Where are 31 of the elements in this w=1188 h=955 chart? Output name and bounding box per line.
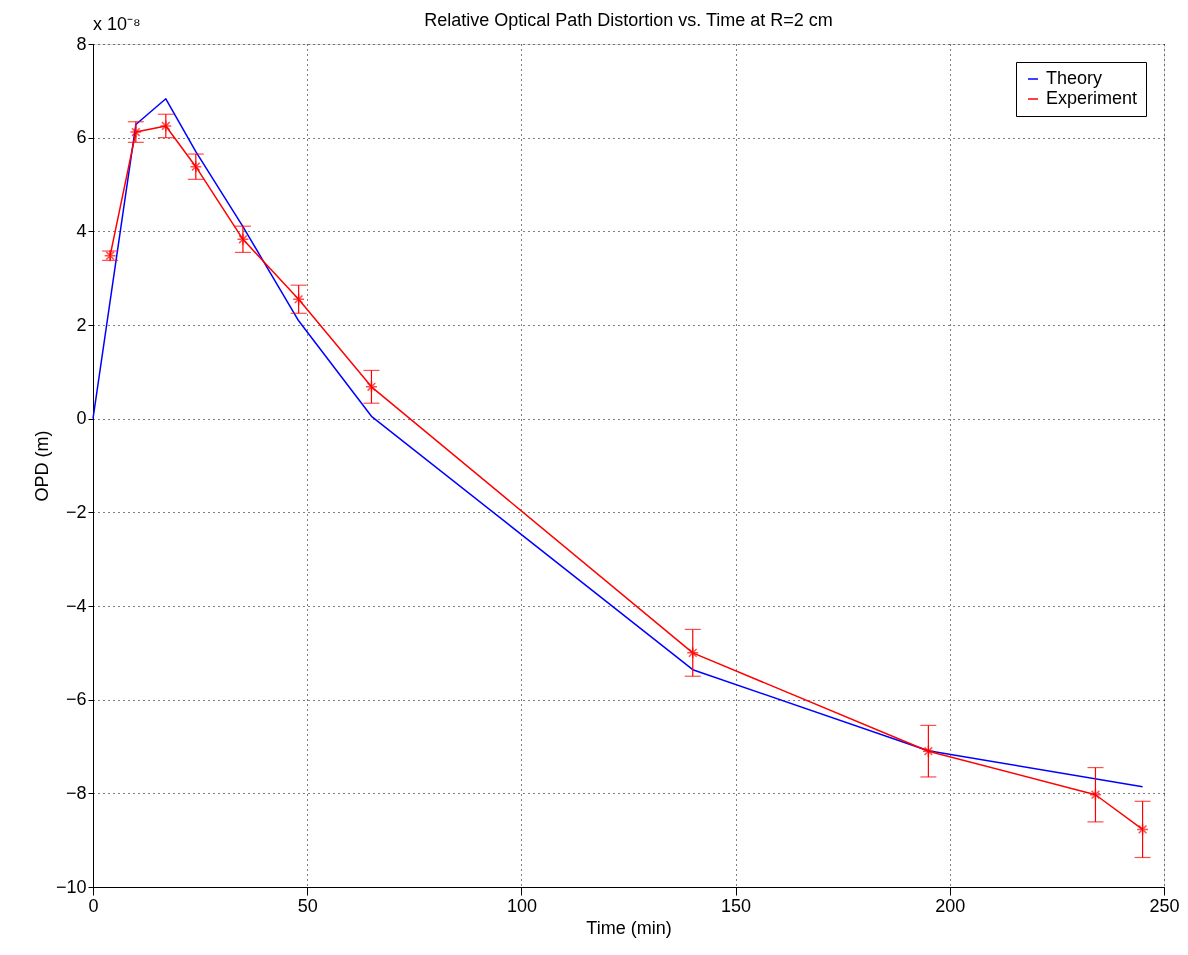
y-tick-label: 0 — [76, 408, 87, 429]
point — [1089, 788, 1102, 801]
point — [236, 233, 250, 246]
text: x 10⁻⁸ — [93, 14, 141, 34]
x-tick-label: 100 — [506, 895, 537, 916]
x-tick-label: 250 — [1149, 895, 1180, 916]
x-tick-label: 50 — [297, 895, 318, 916]
y-tick-label: 6 — [76, 127, 87, 148]
y-tick-label: −4 — [65, 595, 87, 616]
point — [1136, 823, 1149, 836]
point — [922, 744, 935, 758]
point — [129, 125, 143, 139]
y-tick-label: −10 — [55, 876, 87, 897]
legend-label: Experiment — [1046, 88, 1138, 108]
point — [686, 646, 699, 660]
point — [292, 293, 305, 306]
point — [365, 380, 378, 394]
point — [159, 119, 173, 133]
y-axis-title: OPD (m) — [31, 430, 52, 502]
y-tick-label: 2 — [76, 314, 87, 335]
y-tick-label: −6 — [65, 689, 87, 710]
legend-label: Theory — [1046, 68, 1103, 88]
y-tick-label: 4 — [76, 220, 87, 241]
point — [189, 160, 203, 173]
x-axis-title: Time (min) — [586, 917, 672, 938]
x-tick-label: 150 — [721, 895, 752, 916]
y-tick-label: −2 — [65, 501, 87, 522]
y-tick-label: 8 — [76, 33, 87, 54]
chart-title: Relative Optical Path Distortion vs. Time at R=2 cm — [424, 10, 833, 30]
x-tick-label: 200 — [935, 895, 966, 916]
y-tick-label: −8 — [65, 782, 87, 803]
